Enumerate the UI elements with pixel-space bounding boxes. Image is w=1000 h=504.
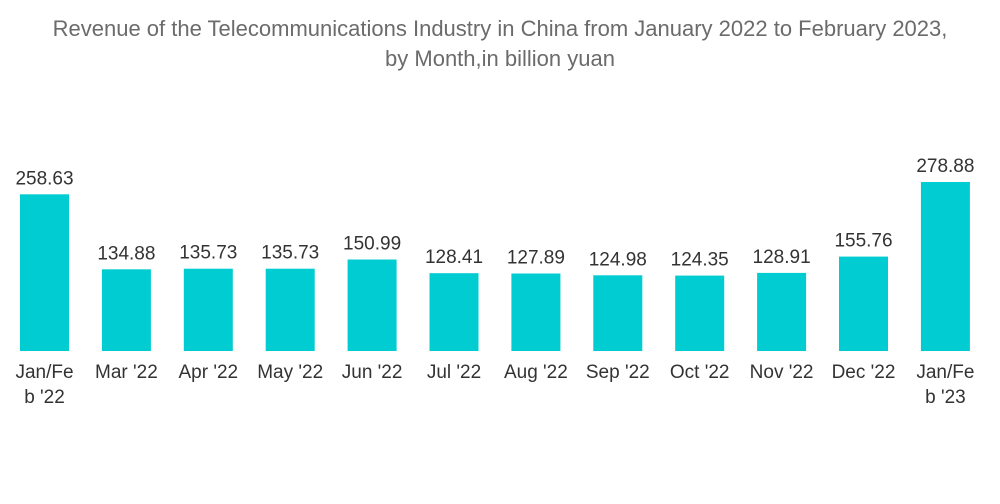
- bar-11: [920, 182, 970, 351]
- category-label-4: Jun '22: [342, 362, 403, 383]
- category-label-6: Aug '22: [504, 362, 568, 383]
- category-label-9: Nov '22: [750, 362, 814, 383]
- category-label-1: Mar '22: [95, 362, 158, 383]
- bar-7: [593, 275, 643, 351]
- bar-10: [839, 256, 888, 351]
- category-label-3: May '22: [257, 362, 323, 383]
- value-label-3: 135.73: [261, 243, 319, 264]
- bar-9: [757, 272, 807, 351]
- value-label-9: 128.91: [753, 247, 811, 268]
- value-label-5: 128.41: [425, 247, 483, 268]
- category-label-8: Oct '22: [670, 362, 730, 383]
- bar-2: [183, 268, 233, 351]
- category-label-11-line-2: b '23: [925, 387, 966, 408]
- bar-5: [429, 273, 479, 351]
- bar-8: [675, 275, 725, 351]
- chart-title-line-2: by Month,in billion yuan: [385, 46, 615, 71]
- value-label-10: 155.76: [834, 231, 892, 252]
- value-label-8: 124.35: [671, 250, 729, 271]
- value-label-4: 150.99: [343, 234, 401, 255]
- category-label-10: Dec '22: [832, 362, 896, 383]
- value-label-11: 278.88: [916, 156, 974, 177]
- category-label-5: Jul '22: [427, 362, 481, 383]
- value-label-6: 127.89: [507, 248, 565, 269]
- bar-0: [20, 194, 69, 351]
- chart-title-line-1: Revenue of the Telecommunications Indust…: [52, 16, 948, 41]
- category-label-7: Sep '22: [586, 362, 650, 383]
- value-label-7: 124.98: [589, 249, 647, 270]
- bar-6: [511, 273, 561, 351]
- category-label-11-line-1: Jan/Fe: [916, 362, 974, 383]
- value-label-2: 135.73: [179, 243, 237, 264]
- chart-title: Revenue of the Telecommunications Indust…: [0, 14, 1000, 74]
- category-label-0-line-1: Jan/Fe: [15, 362, 73, 383]
- value-label-0: 258.63: [15, 168, 73, 189]
- bar-3: [265, 268, 315, 351]
- bar-4: [347, 259, 397, 351]
- value-label-1: 134.88: [97, 243, 155, 264]
- bar-1: [101, 269, 151, 351]
- category-label-0-line-2: b '22: [24, 387, 65, 408]
- category-label-2: Apr '22: [178, 362, 238, 383]
